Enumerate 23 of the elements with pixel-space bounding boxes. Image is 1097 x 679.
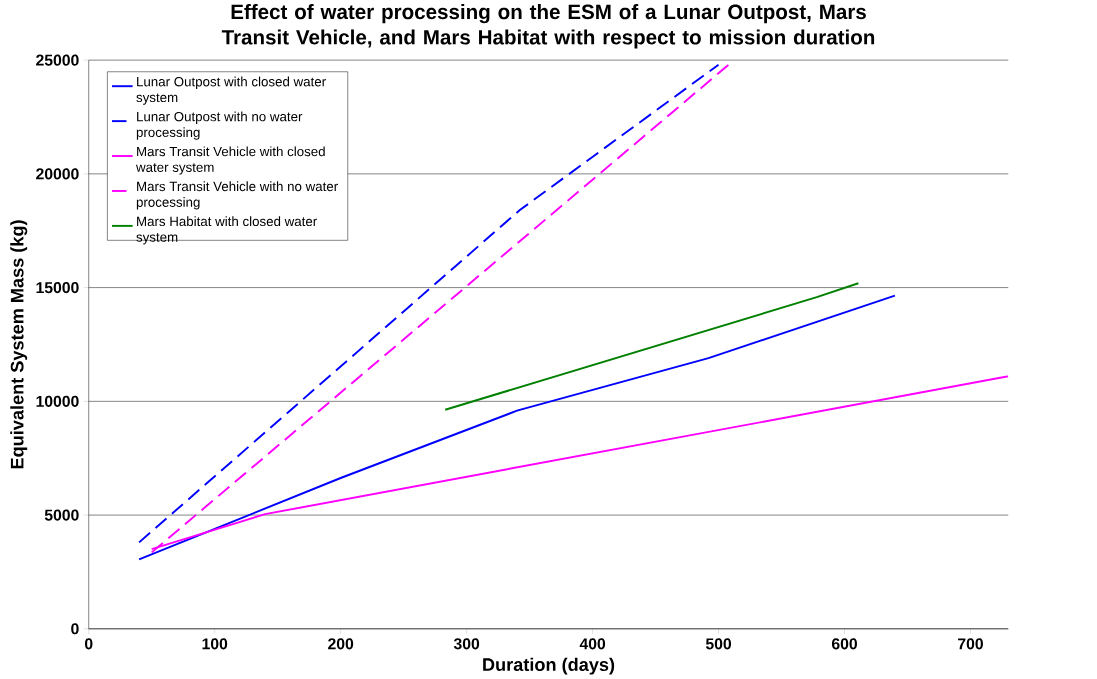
y-tick-label: 5000 — [44, 509, 79, 521]
x-tick-label: 300 — [453, 638, 480, 650]
y-tick-label: 0 — [71, 623, 79, 635]
y-tick-label: 10000 — [36, 395, 79, 408]
y-tick-label: 25000 — [36, 54, 79, 66]
legend-label: Mars Transit Vehicle with no water processing — [136, 181, 338, 210]
y-axis-title: Equivalent System Mass (kg) — [10, 220, 28, 469]
x-tick-label: 400 — [579, 638, 606, 650]
x-tick-label: 500 — [705, 638, 732, 650]
x-axis-title: Duration (days) — [483, 657, 615, 675]
line-series — [138, 294, 896, 561]
legend-label: Lunar Outpost with closed water system — [136, 76, 326, 105]
x-tick-label: 100 — [202, 638, 228, 650]
x-tick-label: 600 — [831, 638, 857, 650]
y-tick-label: 20000 — [36, 168, 79, 180]
x-tick-label: 700 — [958, 638, 983, 650]
x-tick-label: 200 — [328, 638, 354, 650]
x-tick-label: 0 — [84, 638, 93, 650]
y-tick-label: 15000 — [36, 282, 79, 294]
legend-label: Lunar Outpost with no water processing — [136, 111, 303, 140]
chart-title: Effect of water processing on the ESM of a Lunar Outpost, Mars Transit Vehicle, and Mars Habitat with respect to mission duration — [221, 4, 875, 49]
legend-label: Mars Habitat with closed water system — [136, 216, 317, 245]
legend-label: Mars Transit Vehicle with closed water system — [135, 146, 325, 175]
